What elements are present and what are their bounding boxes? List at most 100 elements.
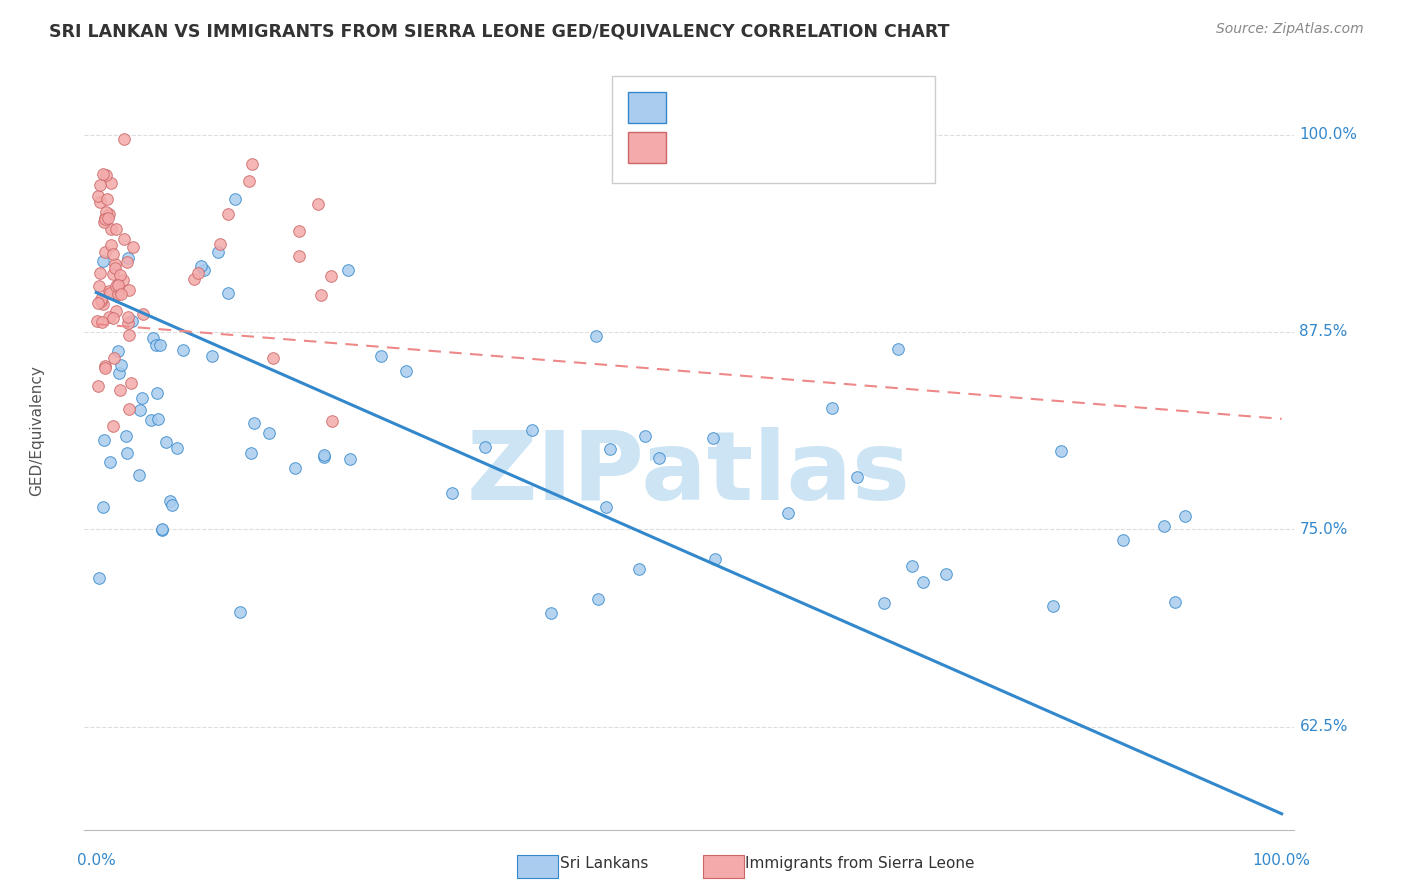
Point bbox=[702, 431, 724, 445]
Point bbox=[121, 314, 143, 328]
Point bbox=[150, 522, 173, 536]
Point bbox=[239, 446, 262, 460]
Point bbox=[131, 391, 153, 405]
Point bbox=[229, 605, 252, 619]
Point bbox=[105, 304, 128, 318]
Text: 75.0%: 75.0% bbox=[1299, 522, 1348, 537]
Point bbox=[100, 237, 122, 252]
Point bbox=[100, 177, 122, 191]
Text: Source: ZipAtlas.com: Source: ZipAtlas.com bbox=[1216, 22, 1364, 37]
Point bbox=[159, 494, 181, 508]
Text: 62.5%: 62.5% bbox=[1299, 719, 1348, 734]
Point bbox=[821, 401, 844, 415]
Point bbox=[887, 342, 910, 356]
Point bbox=[98, 455, 121, 469]
Point bbox=[107, 287, 129, 301]
Text: 0.0%: 0.0% bbox=[77, 854, 115, 868]
Point bbox=[217, 286, 239, 301]
Point bbox=[110, 358, 132, 372]
Point bbox=[108, 366, 131, 380]
Point bbox=[627, 561, 650, 575]
Point bbox=[224, 192, 246, 206]
Point bbox=[117, 316, 139, 330]
Point bbox=[776, 506, 799, 520]
Point bbox=[139, 413, 162, 427]
Point bbox=[911, 574, 934, 589]
Point bbox=[703, 551, 725, 566]
Point bbox=[520, 423, 543, 437]
Point bbox=[118, 402, 141, 417]
Point bbox=[474, 440, 496, 454]
Point bbox=[90, 293, 112, 308]
Point bbox=[104, 258, 127, 272]
Point bbox=[155, 435, 177, 450]
Point bbox=[595, 500, 617, 514]
Point bbox=[586, 592, 609, 607]
Point bbox=[262, 351, 284, 366]
Point bbox=[309, 288, 332, 302]
Point bbox=[321, 413, 343, 427]
Point bbox=[115, 255, 138, 269]
Point bbox=[104, 279, 127, 293]
Point bbox=[634, 429, 657, 443]
Point bbox=[132, 307, 155, 321]
Point bbox=[873, 597, 896, 611]
Point bbox=[1164, 595, 1187, 609]
Point bbox=[89, 194, 111, 209]
Point bbox=[94, 359, 117, 373]
Point bbox=[101, 310, 124, 325]
Point bbox=[107, 343, 129, 358]
Point bbox=[93, 361, 115, 376]
Text: SRI LANKAN VS IMMIGRANTS FROM SIERRA LEONE GED/EQUIVALENCY CORRELATION CHART: SRI LANKAN VS IMMIGRANTS FROM SIERRA LEO… bbox=[49, 22, 949, 40]
Point bbox=[112, 132, 135, 146]
Point bbox=[901, 559, 924, 574]
Point bbox=[1174, 509, 1197, 524]
Point bbox=[89, 266, 111, 280]
Point bbox=[146, 411, 169, 425]
Point bbox=[91, 500, 114, 514]
Point bbox=[104, 261, 127, 276]
Point bbox=[110, 287, 132, 301]
Point bbox=[149, 337, 172, 351]
Point bbox=[1153, 518, 1175, 533]
Point bbox=[240, 157, 263, 171]
Point bbox=[339, 452, 361, 467]
Point bbox=[100, 222, 122, 236]
Point bbox=[87, 279, 110, 293]
Text: Sri Lankans: Sri Lankans bbox=[560, 856, 648, 871]
Point bbox=[91, 297, 114, 311]
Text: 100.0%: 100.0% bbox=[1253, 854, 1310, 868]
Point bbox=[120, 376, 142, 390]
Point bbox=[104, 222, 127, 236]
Point bbox=[648, 451, 671, 466]
Point bbox=[89, 178, 111, 193]
Point bbox=[845, 470, 868, 484]
Text: R = -0.019   N = 71: R = -0.019 N = 71 bbox=[672, 138, 849, 156]
Point bbox=[86, 314, 108, 328]
Point bbox=[540, 606, 562, 620]
Point bbox=[87, 571, 110, 585]
Point bbox=[97, 285, 120, 299]
Point bbox=[1111, 533, 1133, 547]
Point bbox=[91, 253, 114, 268]
Point bbox=[440, 486, 463, 500]
Point bbox=[160, 498, 183, 512]
Point bbox=[101, 267, 124, 281]
Point bbox=[111, 273, 134, 287]
Point bbox=[287, 224, 309, 238]
Point bbox=[142, 331, 165, 345]
Point bbox=[201, 349, 224, 363]
Point bbox=[112, 232, 135, 246]
Point bbox=[93, 215, 115, 229]
Point bbox=[118, 327, 141, 342]
Point bbox=[193, 263, 215, 277]
Point bbox=[150, 523, 173, 537]
Point bbox=[217, 207, 239, 221]
Point bbox=[115, 446, 138, 460]
Point bbox=[287, 249, 309, 263]
Point bbox=[257, 426, 280, 441]
Point bbox=[103, 419, 125, 434]
Point bbox=[599, 442, 621, 457]
Point bbox=[1042, 599, 1064, 614]
Point bbox=[395, 364, 418, 378]
